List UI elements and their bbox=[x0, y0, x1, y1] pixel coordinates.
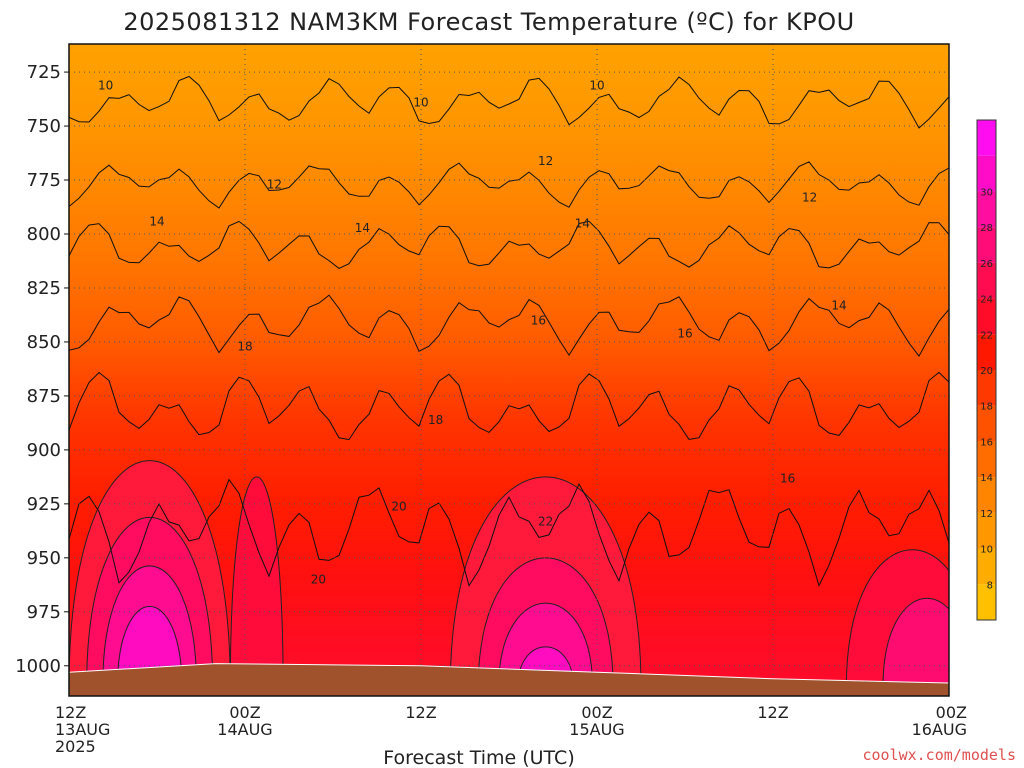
y-tick-label: 875 bbox=[27, 386, 61, 407]
contour-label: 10 bbox=[413, 96, 428, 110]
x-tick-label: 14AUG bbox=[217, 720, 272, 739]
contour-label: 20 bbox=[391, 499, 406, 513]
isotherm-12 bbox=[69, 161, 949, 209]
x-tick-label: 16AUG bbox=[912, 720, 967, 739]
colorbar-swatch bbox=[977, 334, 996, 370]
y-tick-label: 825 bbox=[27, 278, 61, 299]
y-tick-label: 950 bbox=[27, 548, 61, 569]
colorbar-label: 8 bbox=[987, 580, 993, 591]
colorbar-label: 28 bbox=[980, 223, 993, 234]
ground bbox=[69, 663, 949, 696]
grid-lines bbox=[69, 44, 949, 696]
colorbar-label: 26 bbox=[980, 259, 993, 270]
x-tick-label: 12Z bbox=[55, 703, 86, 722]
x-tick-label: 12Z bbox=[757, 703, 788, 722]
x-tick-label: 00Z bbox=[229, 703, 260, 722]
contour-label: 14 bbox=[575, 217, 590, 231]
y-tick-label: 975 bbox=[27, 602, 61, 623]
contour-labels: 10 10 10 12 12 12 14 14 14 14 16 16 16 18 18 20 20 22 bbox=[98, 78, 847, 586]
colorbar-swatch bbox=[977, 584, 996, 620]
y-tick-label: 850 bbox=[27, 332, 61, 353]
colorbar-swatch bbox=[977, 370, 996, 406]
plot-frame bbox=[68, 43, 950, 697]
colorbar-label: 10 bbox=[980, 545, 993, 556]
contour-label: 12 bbox=[802, 191, 817, 205]
warm-lobe bbox=[229, 476, 284, 688]
colorbar-label: 18 bbox=[980, 402, 993, 413]
contour-label: 10 bbox=[589, 78, 604, 92]
colorbar-label: 12 bbox=[980, 509, 993, 520]
y-tick-label: 925 bbox=[27, 494, 61, 515]
x-tick-label: 2025 bbox=[55, 737, 96, 756]
colorbar-swatch bbox=[977, 477, 996, 513]
colorbar-label: 20 bbox=[980, 366, 993, 377]
contour-label: 12 bbox=[267, 178, 282, 192]
colorbar-swatch bbox=[977, 512, 996, 549]
x-tick-label: 00Z bbox=[581, 703, 612, 722]
colorbar-label: 30 bbox=[980, 187, 993, 198]
isotherm-16 bbox=[69, 294, 949, 358]
colorbar-swatch bbox=[977, 548, 996, 585]
contour-label: 16 bbox=[531, 314, 546, 328]
colorbar: 8 10 12 14 16 18 20 22 24 26 28 30 bbox=[976, 119, 997, 621]
colorbar-swatch bbox=[977, 155, 996, 192]
y-tick-label: 725 bbox=[27, 62, 61, 83]
isotherm-14 bbox=[69, 220, 949, 269]
colorbar-swatch bbox=[977, 441, 996, 478]
x-axis-title: Forecast Time (UTC) bbox=[383, 747, 574, 768]
contour-label: 22 bbox=[538, 514, 553, 528]
x-tick-label: 12Z bbox=[405, 703, 436, 722]
colorbar-swatch bbox=[977, 405, 996, 442]
colorbar-swatch bbox=[977, 262, 996, 299]
x-tick-label: 13AUG bbox=[55, 720, 110, 739]
isotherm-10 bbox=[69, 75, 949, 129]
y-tick-label: 775 bbox=[27, 170, 61, 191]
contour-label: 18 bbox=[237, 340, 252, 354]
contour-label: 14 bbox=[831, 299, 846, 313]
contour-label: 16 bbox=[677, 327, 692, 341]
colorbar-swatch bbox=[977, 298, 996, 335]
chart-title: 2025081312 NAM3KM Forecast Temperature (… bbox=[123, 8, 854, 36]
y-axis: 725 750 775 800 825 850 875 900 925 950 975 1000 bbox=[15, 62, 69, 677]
isotherm-20 bbox=[69, 478, 949, 587]
contour-label: 14 bbox=[149, 214, 164, 228]
plot-area bbox=[69, 44, 949, 696]
contour-label: 20 bbox=[311, 573, 326, 587]
colorbar-frame bbox=[976, 119, 997, 621]
warm-lobe bbox=[882, 598, 949, 688]
y-tick-label: 800 bbox=[27, 224, 61, 245]
contour-label: 18 bbox=[428, 413, 443, 427]
colorbar-swatch bbox=[977, 120, 996, 156]
colorbar-swatch bbox=[977, 227, 996, 263]
colorbar-label: 14 bbox=[980, 473, 993, 484]
contour-label: 12 bbox=[538, 154, 553, 168]
colorbar-label: 22 bbox=[980, 330, 993, 341]
y-tick-label: 750 bbox=[27, 116, 61, 137]
contour-label: 14 bbox=[355, 221, 370, 235]
isotherm-18 bbox=[69, 371, 949, 441]
contour-label: 10 bbox=[98, 78, 113, 92]
credit-link: coolwx.com/models bbox=[862, 746, 1016, 764]
colorbar-swatch bbox=[977, 191, 996, 228]
colorbar-label: 16 bbox=[980, 437, 993, 448]
colorbar-label: 24 bbox=[980, 295, 993, 306]
y-tick-label: 900 bbox=[27, 440, 61, 461]
y-tick-label: 1000 bbox=[15, 656, 61, 677]
contour-label: 16 bbox=[780, 471, 795, 485]
x-tick-label: 15AUG bbox=[569, 720, 624, 739]
x-tick-label: 00Z bbox=[936, 703, 967, 722]
